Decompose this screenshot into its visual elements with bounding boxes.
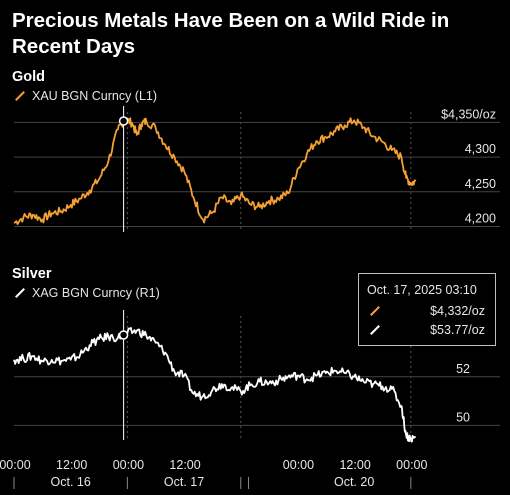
silver-legend-label: XAG BGN Curncy (R1) bbox=[32, 286, 160, 300]
y-tick-label-1-0: 52 bbox=[456, 362, 470, 376]
y-tick-label-0-0: $4,350/oz bbox=[441, 107, 496, 121]
x-tick-label-5: 12:00 bbox=[339, 458, 370, 472]
gold-legend: XAU BGN Curncy (L1) bbox=[14, 89, 157, 103]
x-tick-label-3: 12:00 bbox=[169, 458, 200, 472]
series-line-1 bbox=[13, 327, 417, 443]
y-tick-label-0-2: 4,250 bbox=[465, 177, 496, 191]
y-tick-label-1-1: 50 bbox=[456, 410, 470, 424]
tooltip-date: Oct. 17, 2025 03:10 bbox=[367, 283, 477, 297]
tooltip-gold-value: $4,332/oz bbox=[430, 304, 485, 318]
date-label-2: Oct. 20 bbox=[334, 475, 374, 489]
x-tick-label-6: 00:00 bbox=[396, 458, 427, 472]
silver-panel-title: Silver bbox=[12, 266, 52, 282]
date-label-1: Oct. 17 bbox=[164, 475, 204, 489]
crosshair-tooltip: Oct. 17, 2025 03:10 $4,332/oz $53.77/oz bbox=[358, 273, 496, 346]
tooltip-silver-swatch bbox=[370, 325, 380, 335]
crosshair-marker-1 bbox=[118, 330, 129, 340]
gold-legend-label: XAU BGN Curncy (L1) bbox=[32, 89, 158, 103]
silver-legend: XAG BGN Curncy (R1) bbox=[14, 286, 160, 300]
series-line-0 bbox=[13, 117, 417, 225]
y-tick-label-0-1: 4,300 bbox=[465, 142, 496, 156]
x-tick-label-4: 00:00 bbox=[283, 458, 314, 472]
date-label-0: Oct. 16 bbox=[51, 475, 91, 489]
gold-panel-title: Gold bbox=[12, 69, 46, 85]
x-tick-label-2: 00:00 bbox=[113, 458, 144, 472]
tooltip-silver-value: $53.77/oz bbox=[430, 323, 485, 337]
x-tick-label-1: 12:00 bbox=[56, 458, 87, 472]
y-tick-label-0-3: 4,200 bbox=[465, 211, 496, 225]
crosshair-marker-0 bbox=[118, 116, 129, 126]
tooltip-gold-swatch bbox=[370, 306, 380, 316]
chart-title: Precious Metals Have Been on a Wild Ride… bbox=[12, 9, 450, 58]
x-tick-label-0: 00:00 bbox=[0, 458, 31, 472]
